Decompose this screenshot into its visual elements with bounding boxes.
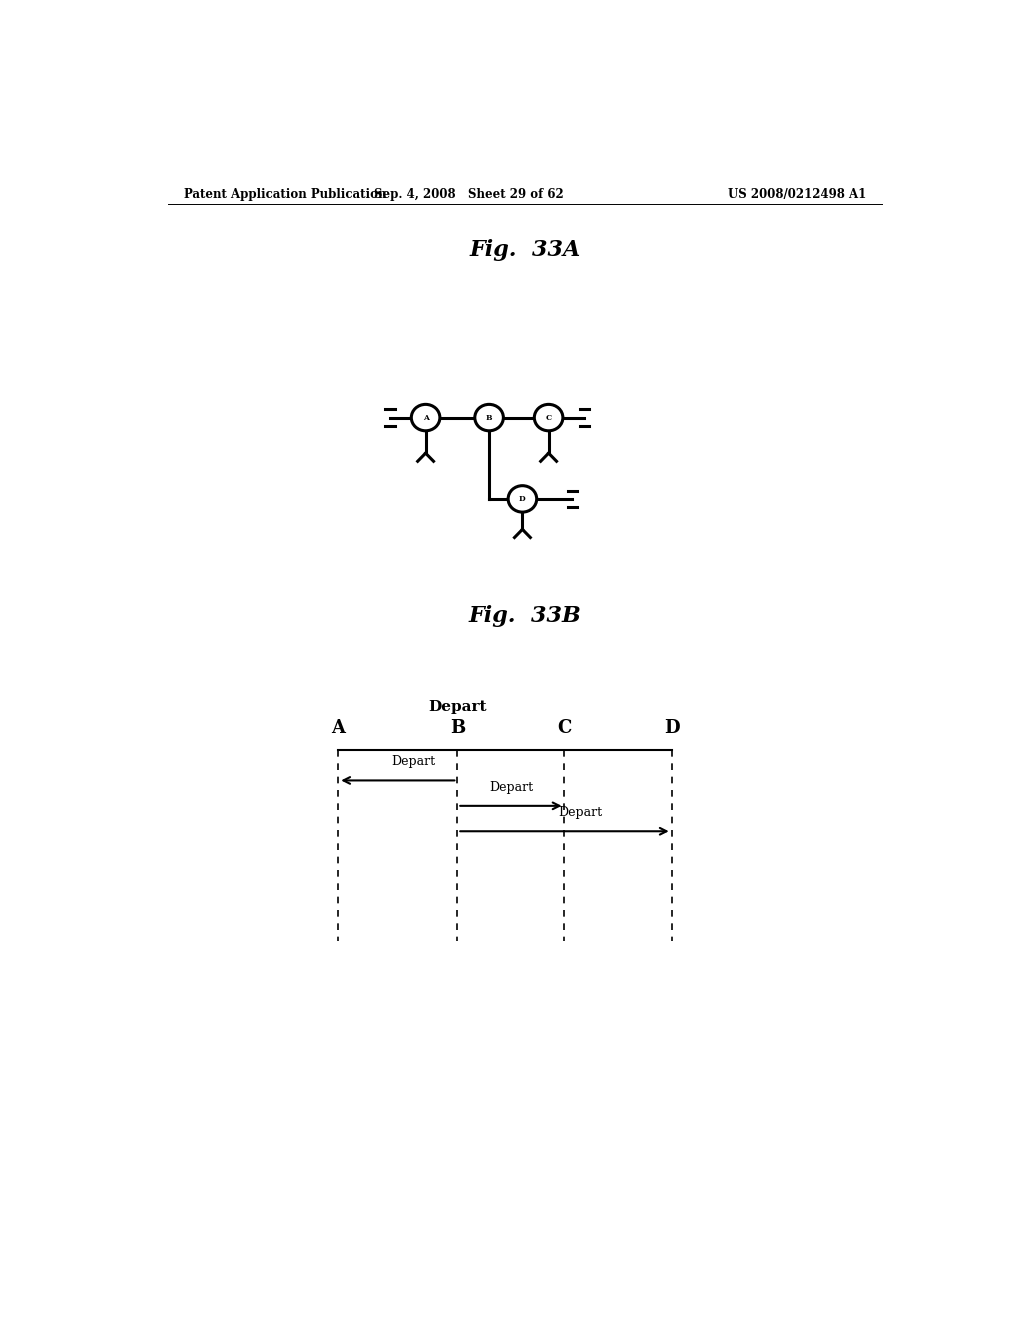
Text: C: C [557, 718, 571, 737]
Ellipse shape [508, 486, 537, 512]
Text: Depart: Depart [488, 780, 532, 793]
Text: C: C [546, 413, 552, 421]
Text: D: D [519, 495, 525, 503]
Ellipse shape [475, 404, 504, 430]
Text: A: A [332, 718, 345, 737]
Text: US 2008/0212498 A1: US 2008/0212498 A1 [728, 189, 866, 202]
Text: Fig.  33B: Fig. 33B [468, 605, 582, 627]
Text: A: A [423, 413, 428, 421]
Text: B: B [450, 718, 465, 737]
Text: Sep. 4, 2008   Sheet 29 of 62: Sep. 4, 2008 Sheet 29 of 62 [375, 189, 564, 202]
Text: B: B [485, 413, 493, 421]
Ellipse shape [412, 404, 440, 430]
Text: Fig.  33A: Fig. 33A [469, 239, 581, 261]
Ellipse shape [535, 404, 563, 430]
Text: Depart: Depart [391, 755, 436, 768]
Text: D: D [664, 718, 680, 737]
Text: Depart: Depart [558, 807, 602, 818]
Text: Depart: Depart [428, 700, 486, 714]
Text: Patent Application Publication: Patent Application Publication [183, 189, 386, 202]
